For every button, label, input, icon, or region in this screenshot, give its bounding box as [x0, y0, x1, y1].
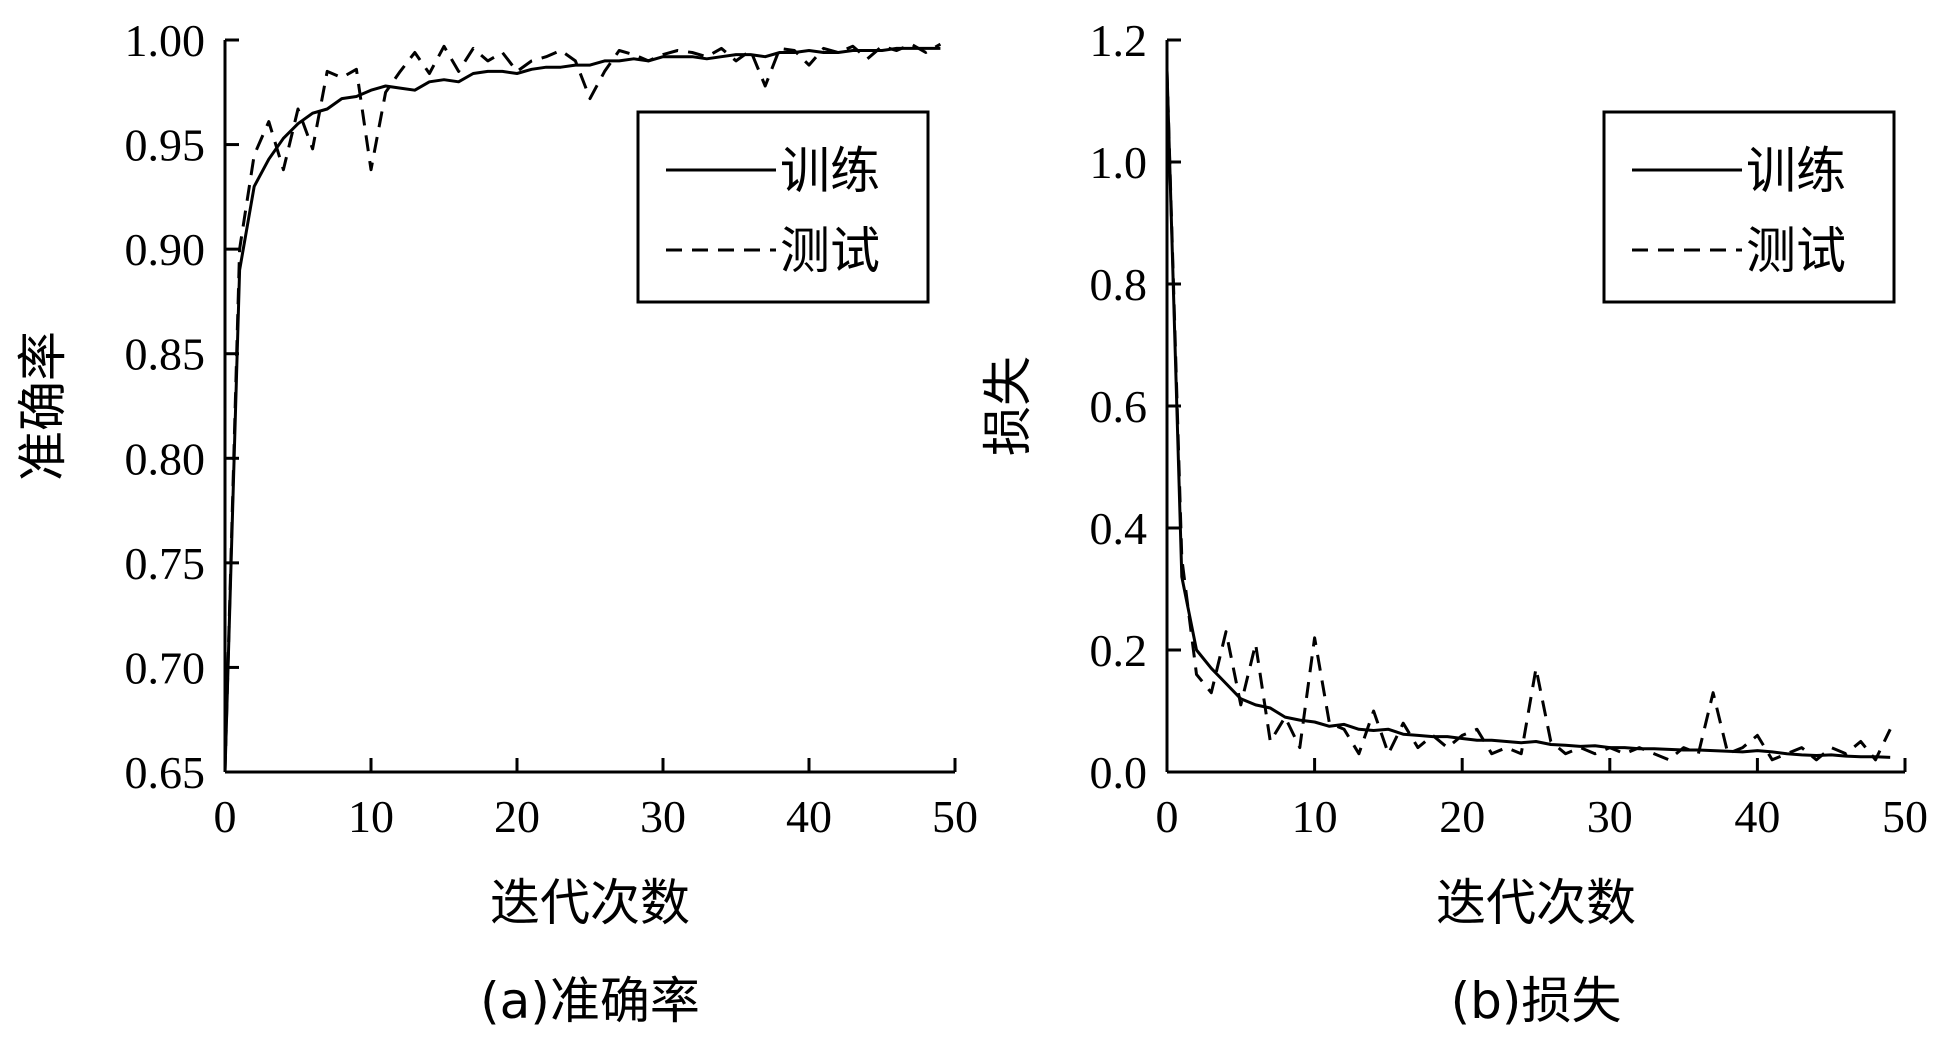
x-tick-label: 20: [494, 791, 540, 842]
y-tick-label: 1.2: [1090, 15, 1148, 66]
y-tick-label: 0.0: [1090, 747, 1148, 798]
x-tick-label: 30: [1587, 791, 1633, 842]
legend-entry: 训练: [780, 142, 880, 200]
x-tick-label: 50: [1882, 791, 1928, 842]
x-tick-label: 10: [348, 791, 394, 842]
legend-box: [636, 110, 930, 304]
series-line-train: [223, 46, 941, 773]
series-line-train: [1165, 70, 1891, 759]
y-tick-label: 1.00: [125, 15, 206, 66]
chart-caption: (b)损失: [1451, 972, 1622, 1030]
y-tick-label: 0.85: [125, 329, 206, 380]
y-tick-label: 0.2: [1090, 625, 1148, 676]
y-axis-label: 损失: [979, 356, 1037, 456]
series-line-test: [223, 42, 942, 773]
x-tick-label: 40: [786, 791, 832, 842]
y-tick-label: 0.90: [125, 224, 206, 275]
x-tick-label: 30: [640, 791, 686, 842]
legend-entry: 测试: [1746, 222, 1846, 280]
x-tick-label: 0: [214, 791, 237, 842]
x-tick-label: 50: [932, 791, 978, 842]
x-axis-label: 迭代次数: [1436, 874, 1636, 932]
y-tick-label: 0.8: [1090, 259, 1148, 310]
y-tick-label: 0.95: [125, 120, 206, 171]
y-tick-label: 0.65: [125, 747, 206, 798]
y-tick-label: 0.4: [1090, 503, 1148, 554]
y-tick-label: 0.80: [125, 433, 206, 484]
legend-entry: 测试: [780, 222, 880, 280]
y-tick-label: 0.70: [125, 642, 206, 693]
x-tick-label: 10: [1292, 791, 1338, 842]
x-tick-label: 0: [1156, 791, 1179, 842]
legend-entry: 训练: [1746, 142, 1846, 200]
x-tick-label: 20: [1439, 791, 1485, 842]
chart-caption: (a)准确率: [480, 972, 700, 1030]
x-axis-label: 迭代次数: [490, 874, 690, 932]
y-tick-label: 0.6: [1090, 381, 1148, 432]
legend-box: [1602, 110, 1896, 304]
y-axis-label: 准确率: [14, 331, 72, 481]
series-line-test: [1165, 70, 1892, 762]
y-tick-label: 0.75: [125, 538, 206, 589]
y-tick-label: 1.0: [1090, 137, 1148, 188]
chart-panel-a: 0.65 0.70 0.75 0.80 0.85 0.90 0.95 1.00 0 10 20 30 4…: [14, 15, 978, 1030]
x-tick-label: 40: [1734, 791, 1780, 842]
